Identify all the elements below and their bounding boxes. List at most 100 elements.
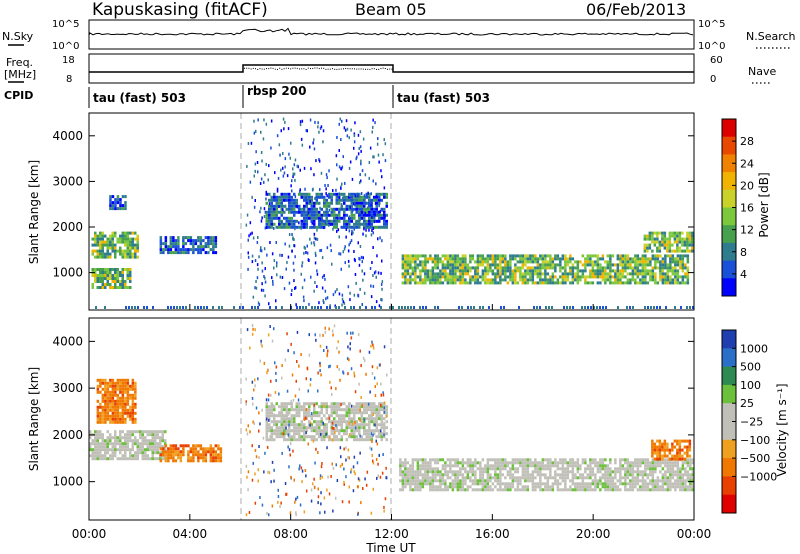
heatmap-cell xyxy=(343,420,346,424)
heatmap-cell xyxy=(374,201,377,205)
heatmap-cell xyxy=(504,482,507,486)
heatmap-cell xyxy=(656,246,659,250)
heatmap-cell xyxy=(439,260,442,264)
heatmap-cell xyxy=(486,260,490,264)
heatmap-cell xyxy=(313,403,315,407)
heatmap-cell xyxy=(101,246,104,250)
heatmap-cell xyxy=(596,479,600,483)
heatmap-cell xyxy=(531,281,535,285)
heatmap-cell xyxy=(401,482,405,486)
heatmap-cell xyxy=(336,346,338,350)
heatmap-cell xyxy=(501,266,505,270)
nave-dot xyxy=(327,68,329,70)
heatmap-cell xyxy=(451,269,455,273)
heatmap-cell xyxy=(651,467,655,471)
heatmap-cell xyxy=(288,408,291,412)
heatmap-cell xyxy=(212,242,215,246)
heatmap-cell xyxy=(305,417,308,421)
heatmap-cell xyxy=(353,420,356,424)
heatmap-cell xyxy=(268,216,271,220)
heatmap-cell xyxy=(280,222,283,226)
heatmap-cell xyxy=(368,207,371,211)
heatmap-cell xyxy=(681,473,685,477)
heatmap-cell xyxy=(199,236,203,240)
heatmap-cell xyxy=(121,445,124,449)
heatmap-cell xyxy=(300,137,303,141)
heatmap-cell xyxy=(591,254,595,258)
heatmap-cell xyxy=(574,464,577,468)
heatmap-cell xyxy=(416,254,420,258)
heatmap-cell xyxy=(259,248,262,252)
heatmap-cell xyxy=(554,470,557,474)
heatmap-cell xyxy=(534,476,537,480)
heatmap-cell xyxy=(352,231,354,235)
heatmap-cell xyxy=(315,207,318,211)
heatmap-cell xyxy=(516,461,520,465)
heatmap-cell xyxy=(446,275,450,279)
heatmap-cell xyxy=(136,457,139,461)
heatmap-cell xyxy=(596,461,600,465)
heatmap-cell xyxy=(653,457,657,461)
nave-dot xyxy=(329,68,331,70)
heatmap-cell xyxy=(338,219,341,223)
heatmap-cell xyxy=(268,408,271,412)
heatmap-cell xyxy=(263,247,266,251)
heatmap-cell xyxy=(204,447,208,451)
heatmap-cell xyxy=(576,272,580,276)
heatmap-cell xyxy=(683,249,687,253)
heatmap-cell xyxy=(134,451,137,455)
heatmap-cell xyxy=(264,210,267,214)
nave-dot xyxy=(351,68,353,70)
heatmap-cell xyxy=(121,381,125,385)
heatmap-cell xyxy=(315,414,318,418)
heatmap-cell xyxy=(109,384,112,388)
heatmap-cell xyxy=(300,426,303,430)
heatmap-cell xyxy=(659,260,662,264)
heatmap-cell xyxy=(95,306,97,309)
heatmap-cell xyxy=(89,445,92,449)
heatmap-cell xyxy=(639,461,642,465)
heatmap-cell xyxy=(370,420,373,424)
heatmap-cell xyxy=(464,272,467,276)
heatmap-cell xyxy=(446,266,450,270)
heatmap-cell xyxy=(634,260,637,264)
heatmap-cell xyxy=(330,192,333,196)
heatmap-cell xyxy=(411,269,415,273)
heatmap-cell xyxy=(217,447,220,451)
heatmap-cell xyxy=(298,192,301,196)
heatmap-cell xyxy=(464,470,467,474)
heatmap-cell xyxy=(363,429,366,433)
heatmap-cell xyxy=(626,458,630,462)
heatmap-cell xyxy=(320,432,323,436)
heatmap-cell xyxy=(322,140,324,144)
heatmap-cell xyxy=(331,262,333,266)
heatmap-cell xyxy=(280,429,283,433)
heatmap-cell xyxy=(634,461,637,465)
heatmap-cell xyxy=(668,240,672,244)
heatmap-cell xyxy=(370,402,373,406)
heatmap-cell xyxy=(596,467,600,471)
heatmap-cell xyxy=(187,450,190,454)
heatmap-cell xyxy=(273,210,276,214)
heatmap-cell xyxy=(294,195,297,199)
heatmap-cell xyxy=(317,306,319,309)
heatmap-cell xyxy=(290,405,293,409)
heatmap-cell xyxy=(345,119,348,123)
heatmap-cell xyxy=(646,464,650,468)
heatmap-cell xyxy=(546,458,550,462)
heatmap-cell xyxy=(539,257,542,261)
heatmap-cell xyxy=(611,482,615,486)
heatmap-cell xyxy=(320,417,323,421)
heatmap-cell xyxy=(424,467,427,471)
heatmap-cell xyxy=(671,482,675,486)
heatmap-cell xyxy=(680,306,682,309)
heatmap-cell xyxy=(111,399,115,403)
heatmap-cell xyxy=(404,266,407,270)
heatmap-cell xyxy=(333,438,336,442)
heatmap-cell xyxy=(315,195,318,199)
heatmap-cell xyxy=(184,248,188,252)
heatmap-cell xyxy=(299,123,302,127)
heatmap-cell xyxy=(614,488,617,492)
heatmap-cell xyxy=(151,457,154,461)
heatmap-cell xyxy=(601,464,605,468)
